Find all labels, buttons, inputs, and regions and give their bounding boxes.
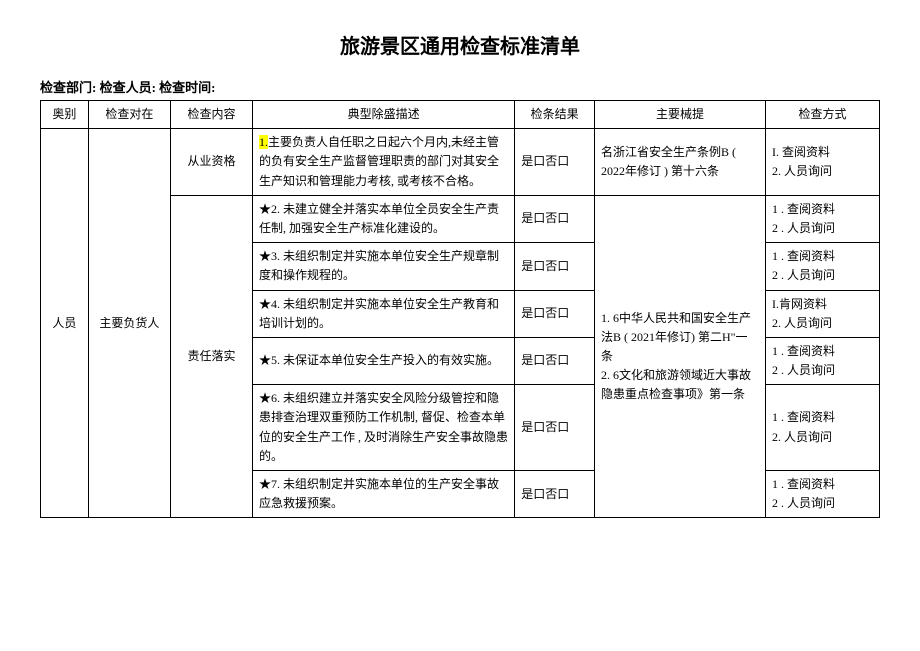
cell-basis: 1. 6中华人民共和国安全生产法B ( 2021年修订) 第二H"一条2. 6文…: [594, 195, 765, 518]
header-description: 典型除盛描述: [253, 101, 515, 129]
desc-text: 主要负责人自任职之日起六个月内,未经主管的负有安全生产监督管理职责的部门对其安全…: [259, 135, 499, 187]
header-result: 检条结果: [515, 101, 595, 129]
cell-method: 1 . 查阅资料2 . 人员询问: [765, 471, 879, 518]
cell-result: 是口否口: [515, 129, 595, 196]
cell-desc: ★2. 未建立健全并落实本单位全员安全生产责任制, 加强安全生产标准化建设的。: [253, 195, 515, 242]
table-header-row: 奥别 检查对在 检查内容 典型除盛描述 检条结果 主要械提 检查方式: [41, 101, 880, 129]
cell-basis: 名浙江省安全生产条例B ( 2022年修订 ) 第十六条: [594, 129, 765, 196]
cell-desc: 1.主要负责人自任职之日起六个月内,未经主管的负有安全生产监督管理职责的部门对其…: [253, 129, 515, 196]
header-category: 奥别: [41, 101, 89, 129]
cell-method: 1 . 查阅资料2. 人员询问: [765, 385, 879, 471]
header-basis: 主要械提: [594, 101, 765, 129]
cell-method: I. 查阅资料2. 人员询问: [765, 129, 879, 196]
highlight-num: 1.: [259, 135, 268, 149]
header-content: 检查内容: [170, 101, 252, 129]
header-target: 检查对在: [88, 101, 170, 129]
cell-method: I.肯网资料2. 人员询问: [765, 290, 879, 337]
cell-target: 主要负货人: [88, 129, 170, 518]
cell-desc: ★3. 未组织制定并实施本单位安全生产规章制度和操作规程的。: [253, 243, 515, 290]
cell-content: 从业资格: [170, 129, 252, 196]
cell-result: 是口否口: [515, 195, 595, 242]
cell-result: 是口否口: [515, 385, 595, 471]
cell-desc: ★4. 未组织制定并实施本单位安全生产教育和培训计划的。: [253, 290, 515, 337]
cell-result: 是口否口: [515, 243, 595, 290]
cell-desc: ★6. 未组织建立并落实安全风险分级管控和隐患排查治理双重预防工作机制, 督促、…: [253, 385, 515, 471]
cell-method: 1 . 查阅资料2 . 人员询问: [765, 195, 879, 242]
meta-line: 检查部门: 检查人员: 检查时间:: [40, 77, 880, 96]
checklist-table: 奥别 检查对在 检查内容 典型除盛描述 检条结果 主要械提 检查方式 人员 主要…: [40, 100, 880, 518]
cell-method: 1 . 查阅资料2 . 人员询问: [765, 337, 879, 384]
cell-result: 是口否口: [515, 337, 595, 384]
cell-desc: ★5. 未保证本单位安全生产投入的有效实施。: [253, 337, 515, 384]
cell-desc: ★7. 未组织制定并实施本单位的生产安全事故应急救援预案。: [253, 471, 515, 518]
table-row: 人员 主要负货人 从业资格 1.主要负责人自任职之日起六个月内,未经主管的负有安…: [41, 129, 880, 196]
cell-content: 责任落实: [170, 195, 252, 518]
page-title: 旅游景区通用检查标准清单: [40, 30, 880, 59]
cell-result: 是口否口: [515, 471, 595, 518]
cell-category: 人员: [41, 129, 89, 518]
cell-result: 是口否口: [515, 290, 595, 337]
cell-method: 1 . 查阅资料2 . 人员询问: [765, 243, 879, 290]
header-method: 检查方式: [765, 101, 879, 129]
